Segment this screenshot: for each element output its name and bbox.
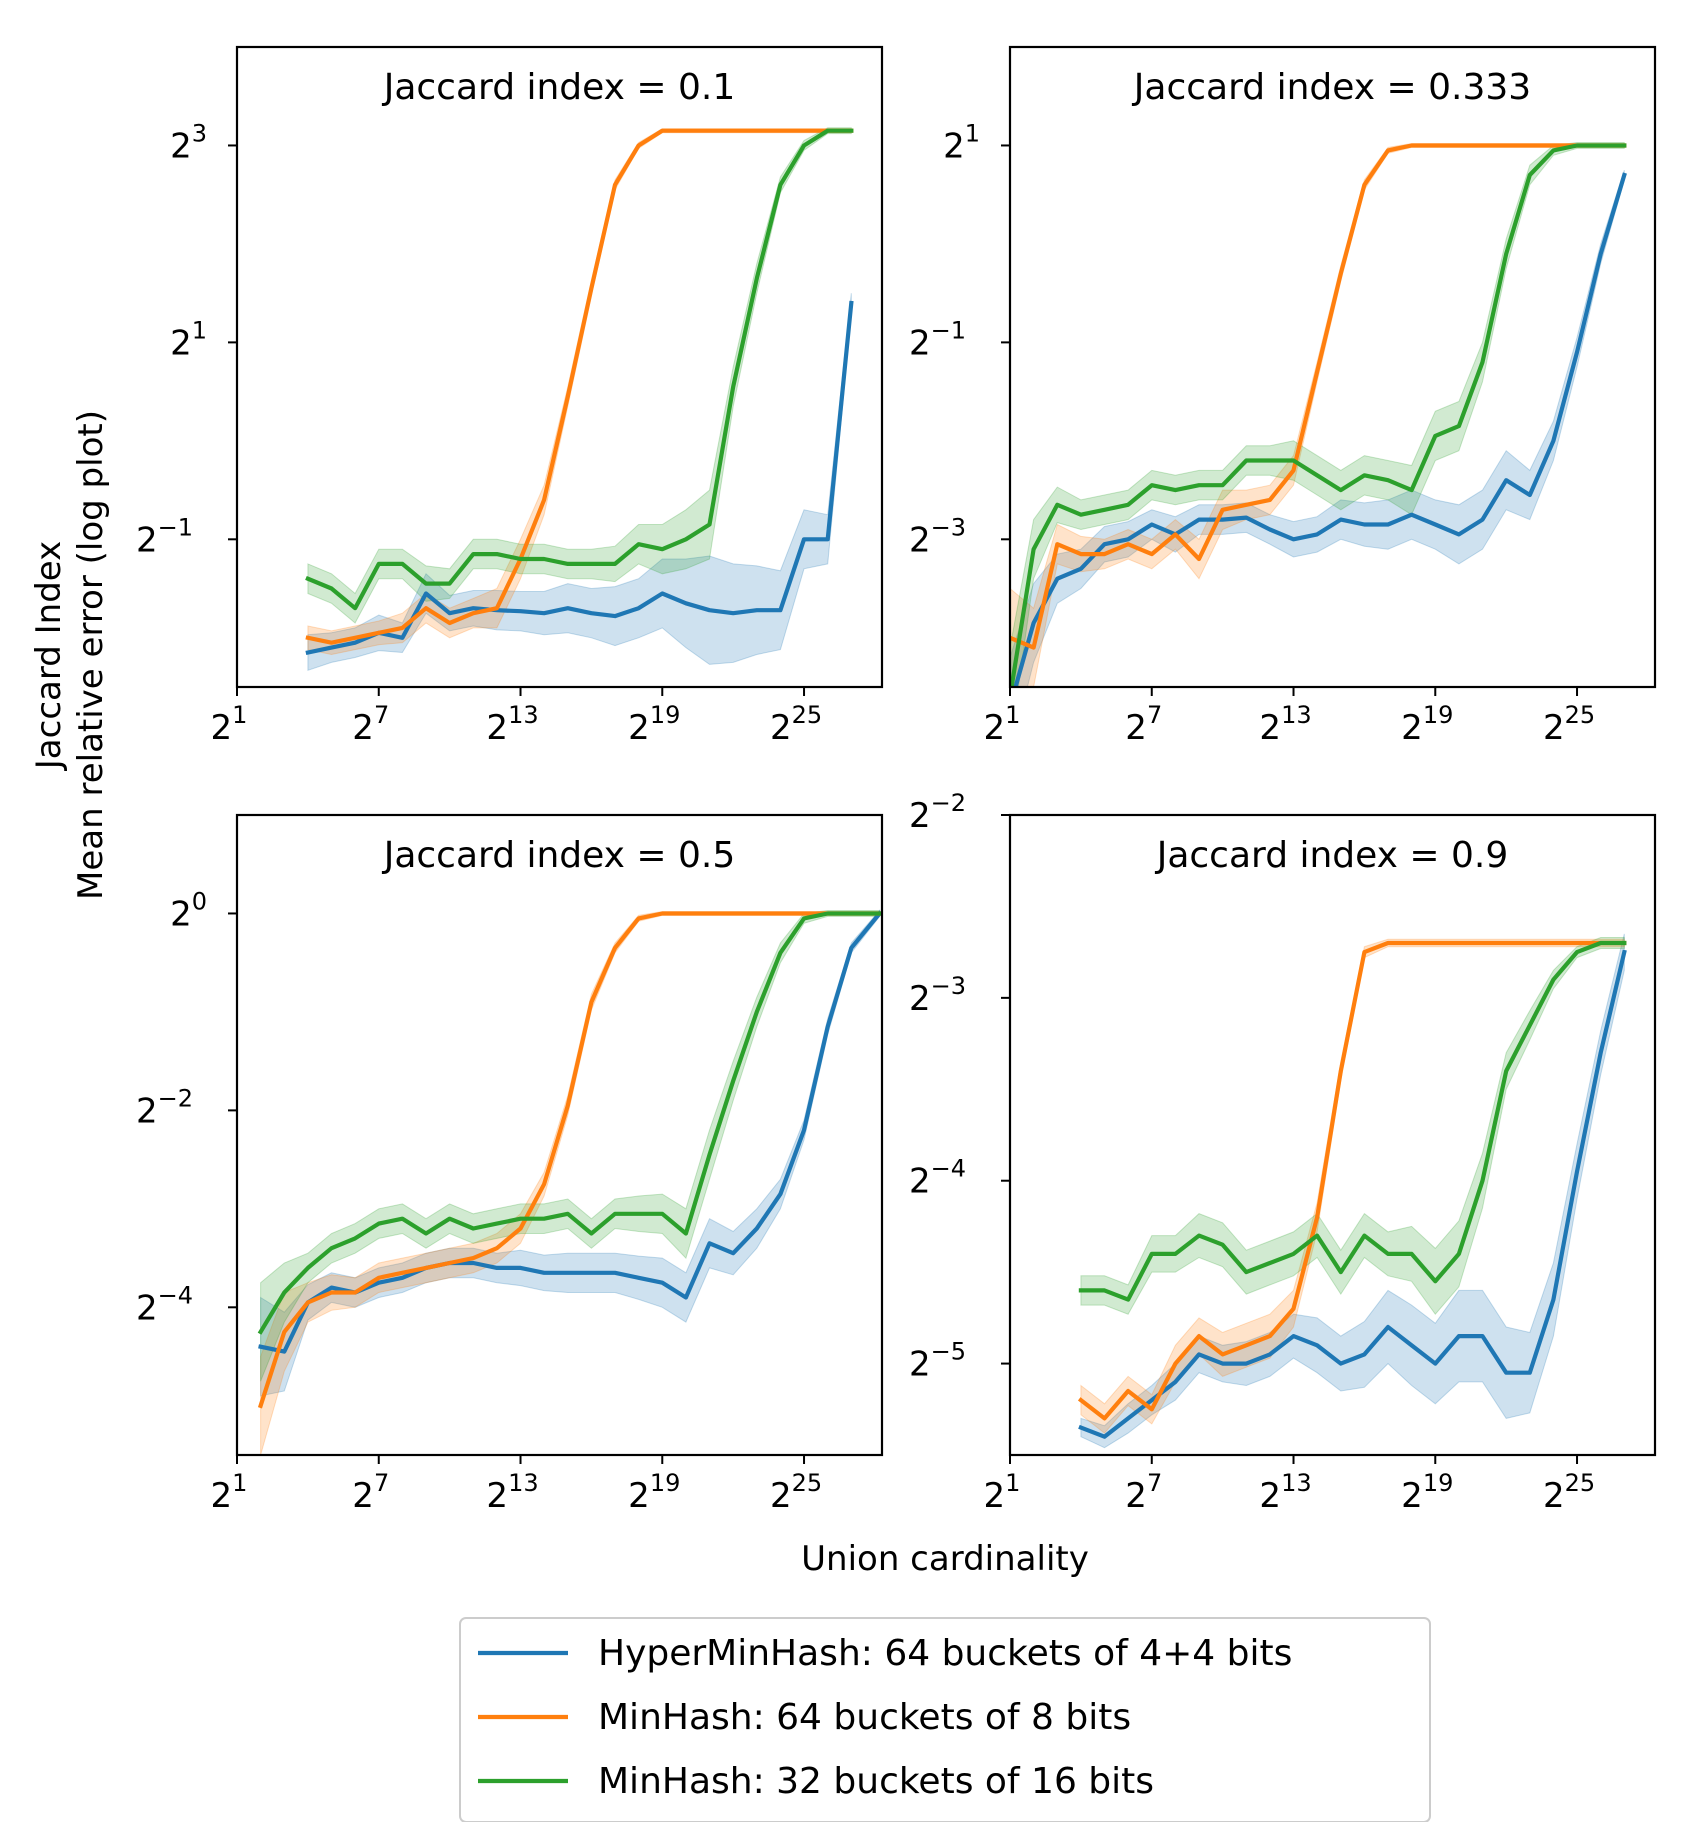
- x-tick-label: 27: [1125, 1469, 1162, 1516]
- series-band-3: [1010, 142, 1625, 687]
- y-tick-label: 2−4: [909, 1155, 966, 1202]
- y-tick-label: 2−5: [909, 1338, 966, 1385]
- series-line-2: [257, 911, 882, 1409]
- legend-label: HyperMinHash: 64 buckets of 4+4 bits: [598, 1633, 1292, 1674]
- series-line-3: [1078, 940, 1627, 1302]
- x-tick-label: 225: [1543, 701, 1595, 748]
- series-line-3: [305, 128, 854, 611]
- plot-area: [257, 909, 882, 1455]
- y-tick-label: 20: [170, 887, 207, 934]
- subplot-title: Jaccard index = 0.9: [1155, 835, 1509, 876]
- axes-frame: [235, 813, 884, 1457]
- legend-item: MinHash: 32 buckets of 16 bits: [478, 1761, 1154, 1802]
- y-tick-label: 2−2: [136, 1084, 193, 1131]
- series-band-1: [1080, 933, 1625, 1449]
- x-tick-label: 213: [1259, 1469, 1311, 1516]
- x-tick-label: 219: [1401, 701, 1453, 748]
- plot-area: [1010, 142, 1627, 687]
- xlabel: Union cardinality: [801, 1539, 1089, 1579]
- y-tick-label: 2−2: [909, 789, 966, 836]
- axes-frame: [235, 45, 884, 689]
- x-tick-label: 219: [1401, 1469, 1453, 1516]
- x-tick-label: 213: [1259, 701, 1311, 748]
- series-band-3: [260, 910, 881, 1382]
- y-tick-label: 2−1: [136, 513, 193, 560]
- series-line-3: [1010, 143, 1627, 687]
- series-line-1: [305, 300, 854, 655]
- series-band-1: [260, 909, 881, 1397]
- x-tick-label: 213: [486, 1469, 538, 1516]
- x-tick-label: 21: [984, 701, 1021, 748]
- x-tick-label: 21: [211, 701, 248, 748]
- legend-frame: [459, 1617, 1431, 1822]
- legend-label: MinHash: 32 buckets of 16 bits: [598, 1761, 1154, 1802]
- legend-item: MinHash: 64 buckets of 8 bits: [478, 1697, 1131, 1738]
- subplot-2: 21 27 213 219 225 2−3 2−1 21 Jaccard index = 0.3…: [909, 45, 1657, 748]
- x-tick-label: 213: [486, 701, 538, 748]
- x-tick-label: 225: [770, 1469, 822, 1516]
- x-tick-label: 225: [1543, 1469, 1595, 1516]
- y-tick-label: 2−3: [909, 513, 966, 560]
- axes-frame: [1008, 813, 1657, 1457]
- subplot-1: 21 27 213 219 225 2−1 21 23 Jaccard index = 0.1: [136, 45, 884, 748]
- series-band-3: [1080, 937, 1625, 1316]
- y-tick-label: 2−3: [909, 972, 966, 1019]
- x-tick-label: 225: [770, 701, 822, 748]
- subplot-title: Jaccard index = 0.333: [1132, 67, 1531, 108]
- axes-frame: [1008, 45, 1657, 689]
- series-line-2: [305, 128, 854, 645]
- plot-area: [1077, 933, 1627, 1449]
- plot-area: [305, 127, 854, 671]
- x-tick-label: 219: [628, 701, 680, 748]
- x-tick-label: 21: [984, 1469, 1021, 1516]
- y-tick-label: 21: [170, 316, 207, 363]
- x-tick-label: 27: [352, 701, 389, 748]
- y-tick-label: 21: [943, 119, 980, 166]
- ylabel-line1: Jaccard Index: [29, 541, 69, 771]
- x-tick-label: 27: [352, 1469, 389, 1516]
- series-line-3: [257, 911, 882, 1335]
- subplot-4: 21 27 213 219 225 2−5 2−4 2−3 2−2 Jaccard index =…: [909, 789, 1657, 1516]
- subplot-3: 21 27 213 219 225 2−4 2−2 20 Jaccard index = 0.5: [136, 813, 884, 1516]
- subplot-title: Jaccard index = 0.5: [382, 835, 736, 876]
- x-tick-label: 219: [628, 1469, 680, 1516]
- series-line-2: [1010, 143, 1627, 650]
- y-tick-label: 2−4: [136, 1281, 193, 1328]
- series-band-2: [1080, 938, 1625, 1434]
- series-line-2: [1077, 940, 1627, 1421]
- x-tick-label: 21: [211, 1469, 248, 1516]
- y-tick-label: 2−1: [909, 316, 966, 363]
- y-tick-label: 23: [170, 119, 207, 166]
- legend-item: HyperMinHash: 64 buckets of 4+4 bits: [478, 1633, 1292, 1674]
- series-line-1: [1013, 172, 1627, 687]
- legend: HyperMinHash: 64 buckets of 4+4 bits MinH…: [459, 1617, 1431, 1822]
- x-tick-label: 27: [1125, 701, 1162, 748]
- series-band-3: [307, 127, 852, 624]
- legend-label: MinHash: 64 buckets of 8 bits: [598, 1697, 1131, 1738]
- ylabel-line2: Mean relative error (log plot): [71, 410, 111, 900]
- subplot-title: Jaccard index = 0.1: [382, 67, 736, 108]
- series-line-1: [1078, 949, 1627, 1439]
- series-band-2: [1010, 143, 1625, 687]
